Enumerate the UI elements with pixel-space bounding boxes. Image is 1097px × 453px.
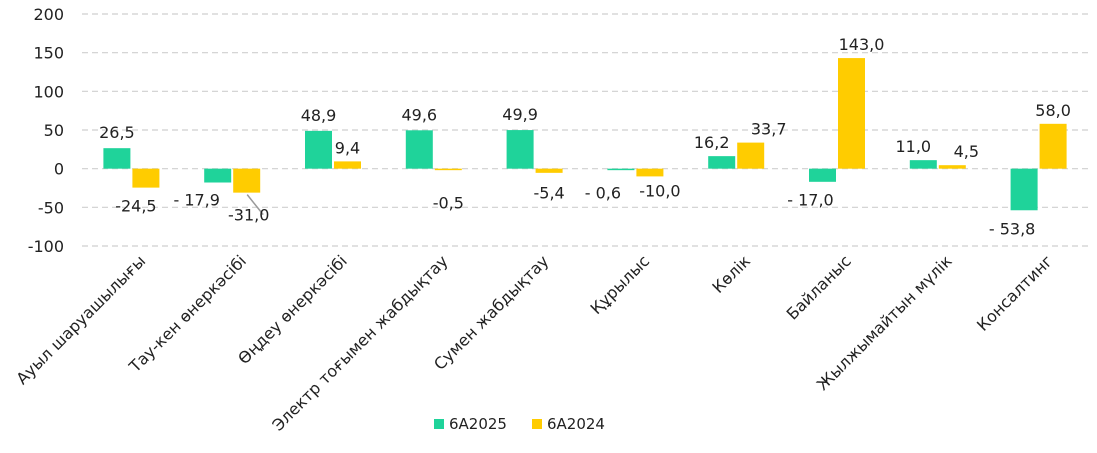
legend-swatch (434, 419, 444, 429)
bar-series2 (636, 168, 664, 177)
bars-layer (103, 58, 1067, 211)
y-tick-label: 50 (44, 121, 64, 140)
bar-series1 (506, 130, 534, 169)
category-label: Байланыс (783, 251, 855, 323)
category-label: Құрылыс (587, 251, 654, 318)
y-tick-label: 200 (33, 5, 64, 24)
data-label: 26,5 (99, 123, 135, 142)
data-label: -24,5 (115, 197, 156, 216)
bar-series1 (305, 130, 332, 169)
data-label: 11,0 (895, 137, 931, 156)
bar-series2 (535, 168, 563, 173)
data-label: - 53,8 (989, 220, 1035, 239)
data-labels-layer: 26,5 - 17,9 48,9 49,6 49,9 - 0,6 16,2 - 17,0 11,… (99, 35, 1071, 239)
data-label: - 0,6 (585, 184, 621, 203)
legend-label: 6А2024 (547, 415, 605, 433)
data-label: 16,2 (694, 133, 730, 152)
category-label: Өңдеу өнеркәсібі (234, 251, 351, 368)
bar-series2 (132, 168, 160, 188)
legend-swatch (532, 419, 542, 429)
category-label: Электр тоғымен жабдықтау (268, 251, 451, 434)
label-leader-line (246, 194, 264, 216)
y-tick-label: -100 (28, 237, 64, 256)
y-tick-label: 100 (33, 82, 64, 101)
category-label: Ауыл шаруашылығы (12, 251, 149, 388)
y-tick-label: 150 (33, 44, 64, 63)
bar-series1 (909, 160, 937, 169)
category-label: Көлік (708, 251, 754, 297)
bar-series1 (103, 148, 131, 169)
y-tick-label: 0 (54, 160, 64, 179)
data-label: 58,0 (1035, 101, 1071, 120)
data-label: 33,7 (751, 120, 787, 139)
y-axis-ticks: 200 150 100 50 0 -50 -100 (28, 5, 64, 256)
leader-lines (246, 194, 264, 216)
bar-series1 (607, 168, 635, 171)
data-label: 4,5 (954, 142, 979, 161)
data-label: 49,6 (401, 105, 437, 124)
bar-series1 (1010, 168, 1038, 211)
data-label: -31,0 (228, 206, 269, 225)
legend-label: 6А2025 (449, 415, 507, 433)
data-label: - 17,9 (173, 191, 219, 210)
bar-series2 (1039, 123, 1067, 169)
bar-series1 (708, 156, 736, 169)
data-label: 49,9 (502, 105, 538, 124)
category-label: Сумен жабдықтау (430, 251, 552, 373)
legend: 6А2025 6А2024 (434, 415, 605, 433)
data-label: 48,9 (301, 106, 337, 125)
bar-series2 (434, 168, 462, 171)
bar-series2 (938, 165, 966, 169)
bar-series2 (838, 58, 865, 169)
bar-series1 (809, 168, 836, 182)
category-label: Консалтинг (973, 251, 1056, 334)
data-label: -5,4 (533, 184, 564, 203)
bar-series2 (233, 168, 261, 193)
y-tick-label: -50 (38, 198, 64, 217)
data-label: -0,5 (433, 194, 464, 213)
data-label: - 17,0 (787, 191, 833, 210)
data-label: -10,0 (639, 182, 680, 201)
data-label: 143,0 (839, 35, 885, 54)
data-label: 9,4 (335, 138, 360, 157)
bar-series1 (405, 130, 433, 169)
bar-series2 (737, 142, 765, 169)
bar-series1 (204, 168, 232, 183)
bar-series2 (334, 161, 361, 169)
